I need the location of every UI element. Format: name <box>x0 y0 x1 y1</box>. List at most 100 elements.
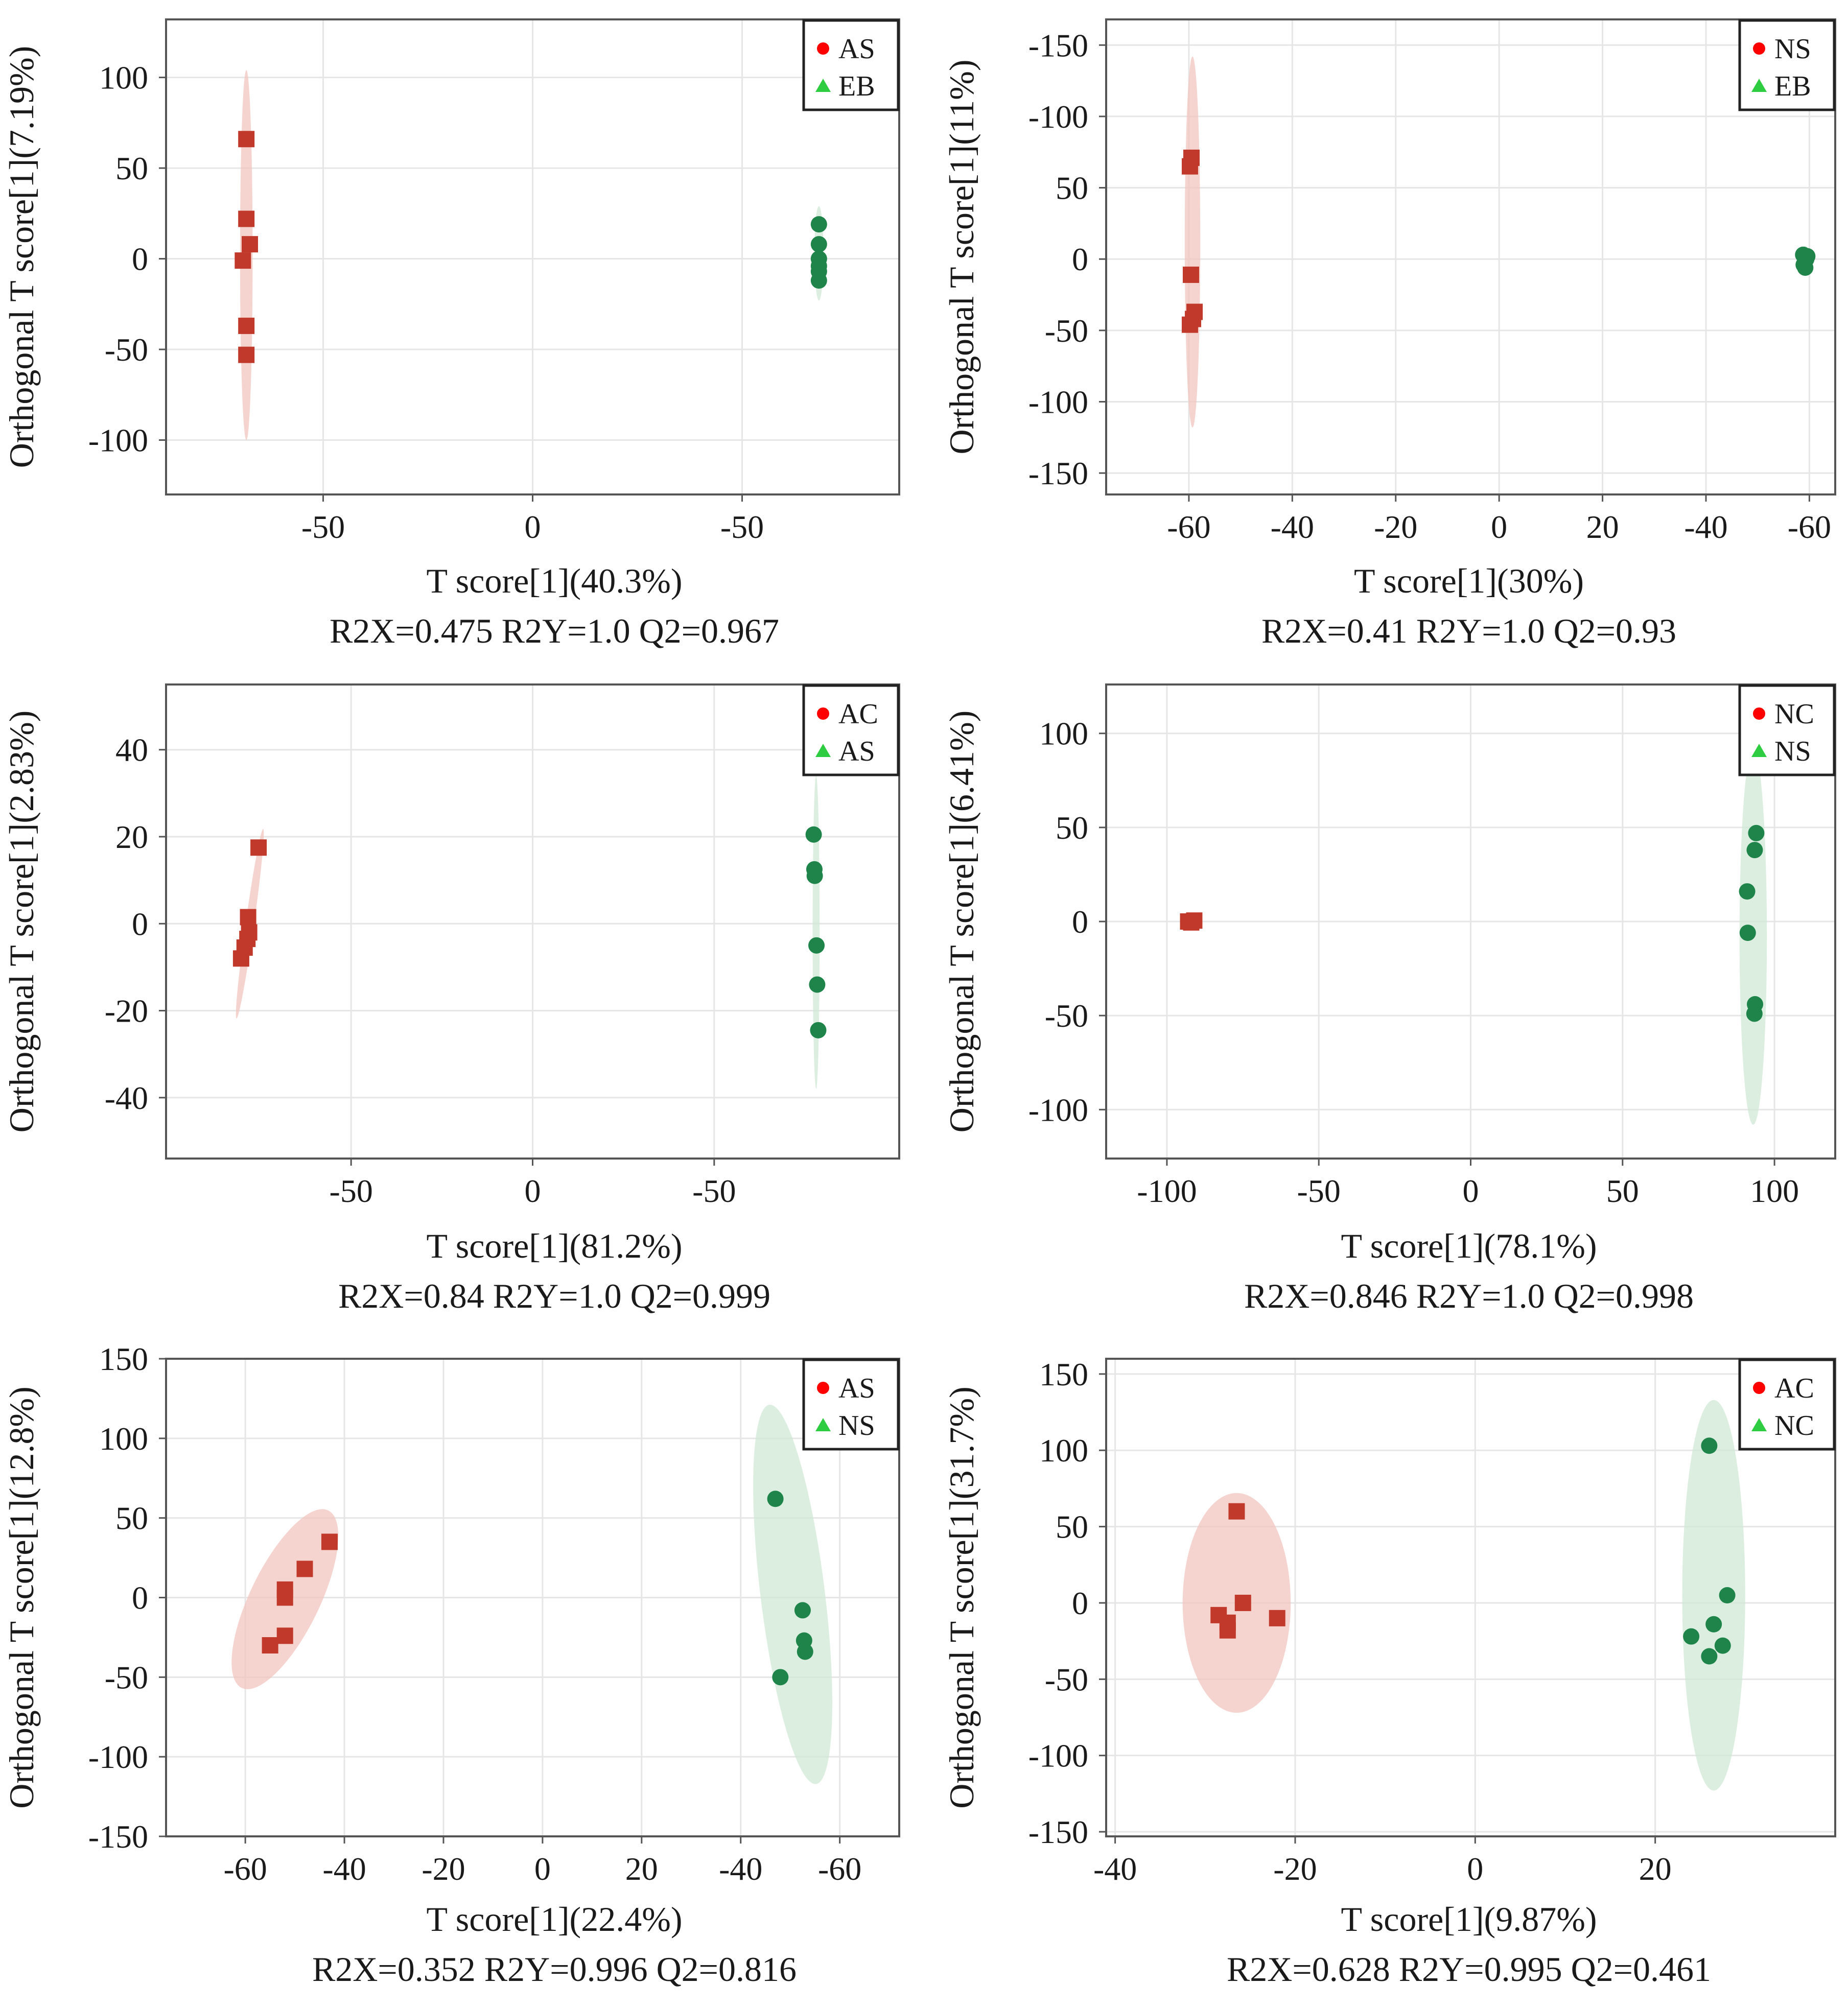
plot-area <box>1106 19 1835 494</box>
x-tick-label: 0 <box>525 509 541 545</box>
legend-box <box>802 684 900 776</box>
legend-marker-triangle <box>815 1418 831 1431</box>
y-tick-label: -50 <box>105 1659 148 1695</box>
data-point-circle <box>810 1022 827 1038</box>
y-axis-title: Orthogonal T score[1](2.83%) <box>2 711 41 1133</box>
x-tick-label: 50 <box>1606 1173 1639 1209</box>
plot-area <box>1106 684 1835 1159</box>
x-axis-title: T score[1](30%) <box>1354 561 1584 600</box>
legend-label: NC <box>1774 698 1814 730</box>
data-point-square <box>276 1627 293 1644</box>
legend: NS EB <box>1738 19 1836 111</box>
x-tick-label: -20 <box>422 1851 465 1887</box>
legend: AS NS <box>802 1358 900 1451</box>
y-axis-title: Orthogonal T score[1](12.8%) <box>2 1386 41 1809</box>
data-point-circle <box>767 1491 784 1507</box>
x-axis-title: T score[1](78.1%) <box>1341 1226 1597 1265</box>
y-tick-label: -50 <box>1045 998 1088 1034</box>
legend: AC NC <box>1738 1358 1836 1451</box>
confidence-ellipse-group2 <box>1682 1400 1745 1791</box>
legend-label: NS <box>1774 33 1811 65</box>
x-axis-title: T score[1](9.87%) <box>1341 1900 1597 1939</box>
x-tick-label: 0 <box>534 1851 551 1887</box>
y-tick-label: -100 <box>88 422 148 459</box>
model-metrics: R2X=0.41 R2Y=1.0 Q2=0.93 <box>1261 611 1676 650</box>
x-tick-label: -40 <box>719 1851 762 1887</box>
legend-marker-circle <box>817 707 829 720</box>
data-point-circle <box>1746 1005 1763 1022</box>
y-tick-label: 100 <box>1039 716 1088 752</box>
data-point-circle <box>1683 1628 1700 1645</box>
y-tick-label: 100 <box>99 60 148 96</box>
x-axis-title: T score[1](40.3%) <box>426 561 682 600</box>
y-tick-label: -50 <box>1045 1661 1088 1697</box>
confidence-ellipse-group2 <box>753 1404 832 1784</box>
x-tick-label: -100 <box>1137 1173 1197 1209</box>
data-point-circle <box>1705 1616 1722 1633</box>
x-tick-label: -60 <box>1167 509 1210 545</box>
y-tick-label: -150 <box>1028 1814 1088 1850</box>
y-tick-label: -100 <box>1028 1092 1088 1128</box>
y-tick-label: -150 <box>88 1818 148 1855</box>
legend: NC NS <box>1738 684 1836 776</box>
data-point-square <box>238 131 255 148</box>
y-tick-label: 0 <box>1072 241 1088 277</box>
legend-label: AC <box>1774 1373 1814 1404</box>
legend-box <box>1738 1358 1836 1451</box>
legend-label: AS <box>838 1373 875 1404</box>
data-point-square <box>1181 158 1198 175</box>
data-point-circle <box>1739 883 1756 900</box>
legend-marker-triangle <box>815 744 831 757</box>
data-point-square <box>1228 1503 1245 1520</box>
x-tick-label: 0 <box>1491 509 1507 545</box>
x-tick-label: 0 <box>1467 1851 1483 1887</box>
x-tick-label: -50 <box>720 509 764 545</box>
data-point-circle <box>1714 1637 1731 1654</box>
x-tick-label: 20 <box>1586 509 1619 545</box>
chart-panel-6: -40 -20 0 20 150 100 50 0 -50 -100 -150 T score[1](… <box>942 1356 1836 1989</box>
y-tick-label: -100 <box>1028 384 1088 420</box>
x-axis-title: T score[1](22.4%) <box>426 1900 682 1939</box>
data-point-square <box>321 1533 338 1550</box>
x-tick-label: -20 <box>1273 1851 1317 1887</box>
x-tick-label: 0 <box>525 1173 541 1209</box>
confidence-ellipse-group1 <box>1184 56 1201 428</box>
y-tick-label: -150 <box>1028 455 1088 491</box>
data-point-square <box>232 950 249 967</box>
data-point-square <box>276 1589 293 1606</box>
y-axis-title: Orthogonal T score[1](6.41%) <box>942 711 981 1133</box>
model-metrics: R2X=0.628 R2Y=0.995 Q2=0.461 <box>1227 1950 1711 1989</box>
y-tick-label: 150 <box>99 1341 148 1377</box>
y-tick-label: 20 <box>115 819 148 855</box>
legend-box <box>1738 19 1836 111</box>
data-point-square <box>1219 1622 1236 1639</box>
legend-marker-circle <box>817 1382 829 1394</box>
data-point-square <box>238 346 255 363</box>
y-tick-label: 50 <box>115 150 148 186</box>
x-tick-label: -60 <box>1788 509 1831 545</box>
plot-area <box>1106 1359 1835 1836</box>
data-point-circle <box>810 236 827 253</box>
x-tick-label: 20 <box>1639 1851 1672 1887</box>
y-tick-label: 0 <box>132 241 148 277</box>
y-tick-label: 50 <box>1056 170 1088 206</box>
y-tick-label: 150 <box>1039 1356 1088 1392</box>
data-point-circle <box>794 1602 811 1619</box>
x-tick-label: -40 <box>1093 1851 1137 1887</box>
y-tick-label: -50 <box>1045 313 1088 349</box>
legend-label: NS <box>1774 736 1811 767</box>
y-tick-label: -100 <box>1028 1738 1088 1774</box>
legend-label: AS <box>838 33 875 65</box>
y-tick-label: 100 <box>1039 1432 1088 1469</box>
data-point-square <box>262 1637 278 1653</box>
x-tick-label: -60 <box>223 1851 267 1887</box>
legend-marker-circle <box>1753 707 1765 720</box>
legend-label: EB <box>838 70 875 102</box>
x-tick-label: 100 <box>1750 1173 1799 1209</box>
x-tick-label: -40 <box>322 1851 366 1887</box>
y-axis-title: Orthogonal T score[1](31.7%) <box>942 1386 981 1809</box>
chart-panel-1: -50 0 -50 100 50 0 -50 -100 T score[1](40.3%) Ort… <box>2 18 900 650</box>
data-point-circle <box>805 826 822 843</box>
x-tick-label: -60 <box>818 1851 861 1887</box>
